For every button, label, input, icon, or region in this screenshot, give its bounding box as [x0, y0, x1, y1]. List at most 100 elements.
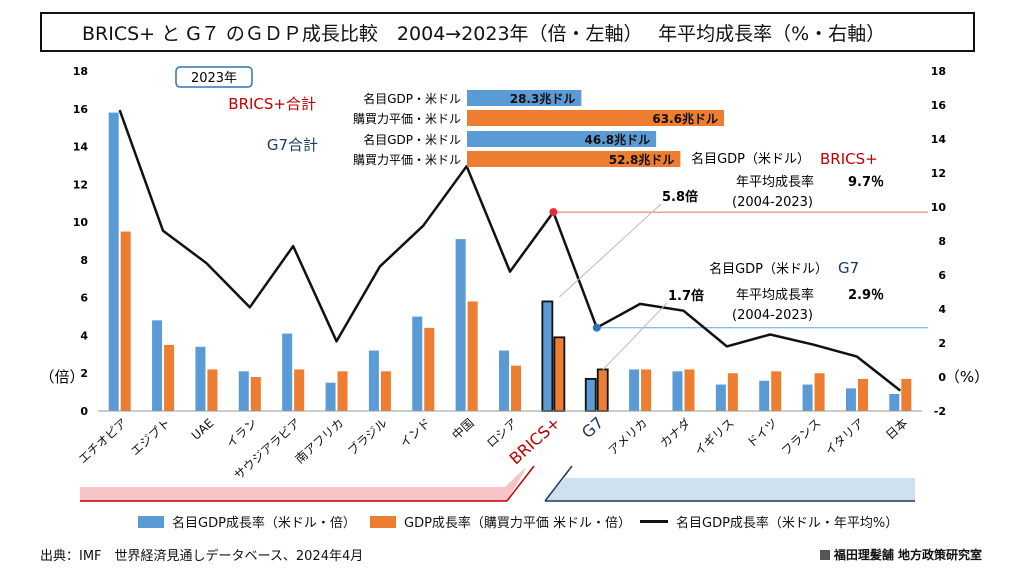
brics-multiple-label: 5.8倍 [662, 189, 698, 205]
bar-nominal-17 [845, 388, 856, 411]
bar-nominal-16 [802, 384, 813, 411]
chart-title: BRICS+ と G７ のＧＤＰ成長比較 2004→2023年（倍・左軸） 年平… [82, 22, 886, 45]
bar-ppp-8 [467, 301, 478, 411]
x-category-label: G7 [578, 413, 607, 442]
y-left-tick-label: 12 [73, 178, 88, 191]
x-category-label: 中国 [449, 415, 477, 442]
y-left-tick-label: 6 [80, 292, 88, 305]
y-left-tick-label: 10 [73, 216, 89, 229]
y-right-axis-label: （%） [945, 368, 989, 386]
x-category-label: インド [397, 416, 433, 451]
bar-nominal-2 [195, 346, 206, 411]
x-category-label: UAE [189, 416, 217, 443]
inset-bar-value: 28.3兆ドル [510, 91, 576, 106]
y-left-tick-label: 2 [80, 367, 88, 380]
bar-nominal-5 [325, 382, 336, 411]
bar-nominal-7 [412, 316, 423, 411]
inset-bar-label: 購買力平価・米ドル [353, 153, 461, 167]
bar-ppp-10 [553, 336, 566, 412]
x-category-label: エチオピア [76, 416, 130, 467]
y-right-tick-label: 10 [931, 201, 947, 214]
inset-group-label: G7合計 [267, 136, 318, 154]
g7-leader-line [602, 302, 668, 371]
bar-ppp-9 [511, 365, 521, 411]
g7-annotation-line1: 名目GDP（米ドル） [709, 261, 828, 277]
brics-annotation-period: (2004-2023) [732, 195, 813, 210]
inset-bar-label: 購買力平価・米ドル [353, 112, 461, 126]
brics-band-diagonal [506, 465, 535, 502]
legend-item-nominal: 名目GDP成長率（米ドル・倍） [138, 512, 356, 531]
y-left-tick-label: 18 [73, 65, 88, 78]
g7-annotation-line2: 年平均成長率 [736, 287, 814, 303]
bar-nominal-13 [672, 371, 683, 411]
bar-ppp-12 [641, 369, 652, 411]
bar-ppp-0 [120, 231, 131, 411]
x-category-label: カナダ [657, 415, 694, 450]
y-right-tick-label: 4 [938, 303, 946, 316]
bar-nominal-15 [759, 380, 770, 411]
bar-ppp-18 [901, 378, 912, 411]
source-note: 出典：IMF 世界経済見通しデータベース、2024年4月 [40, 549, 364, 564]
y-right-tick-label: 0 [938, 371, 946, 384]
x-category-label: フランス [779, 416, 824, 458]
legend-swatch-rate [640, 520, 668, 523]
inset-bar [467, 151, 681, 167]
brics-band [80, 468, 525, 501]
bar-nominal-9 [499, 350, 509, 411]
inset-bar-label: 名目GDP・米ドル [363, 91, 461, 106]
g7-annotation-group: G7 [838, 259, 859, 277]
bar-ppp-4 [294, 369, 305, 411]
x-category-label: アメリカ [606, 416, 651, 458]
inset-bar-value: 52.8兆ドル [609, 152, 675, 167]
bar-ppp-1 [164, 344, 175, 411]
x-category-label: イギリス [692, 416, 737, 459]
x-category-label: エジプト [128, 416, 173, 459]
g7-band-diagonal [544, 465, 573, 502]
credit-mark-icon [819, 550, 830, 560]
y-left-tick-label: 16 [73, 103, 89, 116]
inset-bar-label: 名目GDP・米ドル [363, 132, 461, 147]
bar-ppp-15 [771, 371, 782, 411]
legend-item-rate: 名目GDP成長率（米ドル・年平均%） [640, 512, 898, 531]
legend-swatch-nominal [138, 515, 164, 528]
bar-nominal-8 [455, 239, 466, 411]
bar-ppp-3 [250, 377, 261, 411]
bar-nominal-4 [282, 333, 293, 411]
x-category-label: 日本 [883, 416, 910, 442]
bar-nominal-18 [889, 394, 900, 411]
bar-nominal-6 [368, 350, 379, 411]
y-left-tick-label: 14 [73, 141, 89, 154]
y-right-tick-label: 14 [931, 133, 947, 146]
x-category-label: ブラジル [344, 415, 390, 458]
bar-nominal-1 [152, 320, 163, 411]
bar-ppp-6 [380, 371, 391, 411]
y-right-tick-label: 16 [931, 99, 947, 112]
brics-annotation-line2: 年平均成長率 [736, 174, 814, 190]
y-right-tick-label: 2 [938, 337, 946, 350]
bar-ppp-16 [814, 373, 825, 411]
x-category-label: 南アフリカ [292, 415, 347, 466]
legend-label-ppp: GDP成長率（購買力平価 米ドル・倍） [404, 516, 632, 531]
chart-title-box: BRICS+ と G７ のＧＤＰ成長比較 2004→2023年（倍・左軸） 年平… [40, 12, 975, 52]
inset-bar-value: 63.6兆ドル [652, 111, 718, 126]
y-right-tick-label: -2 [934, 405, 946, 418]
legend-label-rate: 名目GDP成長率（米ドル・年平均%） [676, 516, 899, 531]
bar-ppp-5 [337, 371, 348, 411]
g7-annotation-period: (2004-2023) [732, 308, 813, 323]
credit-text: 福田理髪舗 地方政策研究室 [833, 548, 982, 562]
brics-leader-line [559, 203, 662, 298]
bar-ppp-2 [207, 369, 218, 411]
legend-item-ppp: GDP成長率（購買力平価 米ドル・倍） [370, 512, 631, 531]
y-right-tick-label: 18 [931, 65, 946, 78]
legend-label-nominal: 名目GDP成長率（米ドル・倍） [172, 516, 356, 531]
inset-year-box [175, 66, 253, 88]
g7-band [545, 478, 915, 501]
bar-nominal-14 [715, 384, 726, 411]
bar-ppp-11 [596, 368, 609, 412]
y-left-axis-label: （倍） [39, 368, 84, 386]
y-left-tick-label: 8 [80, 254, 88, 267]
bar-ppp-7 [424, 327, 435, 411]
inset-bar [467, 131, 657, 147]
g7-annotation-rate: 2.9％ [848, 288, 884, 303]
inset-bar [467, 90, 582, 106]
